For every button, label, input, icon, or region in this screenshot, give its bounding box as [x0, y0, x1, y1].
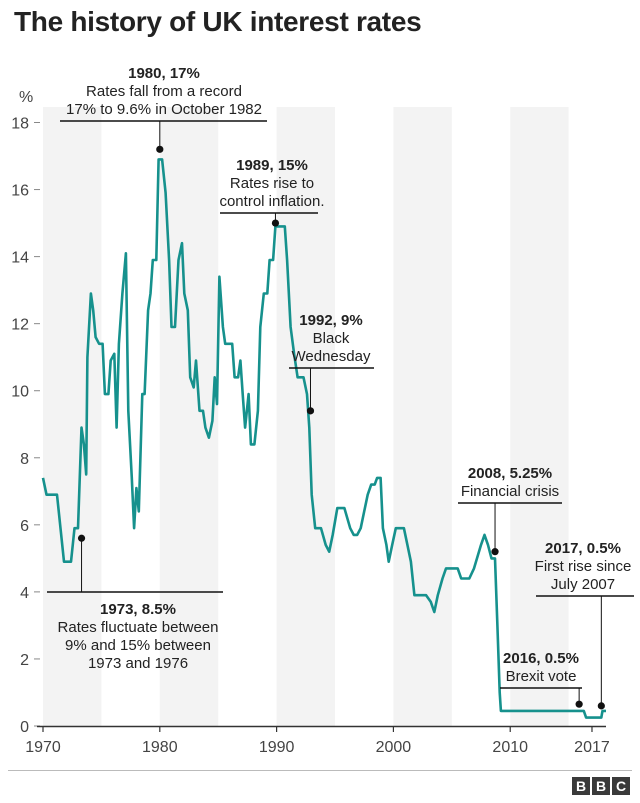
y-tick-label: 14	[11, 250, 29, 267]
annotation-text: Brexit vote	[506, 668, 577, 685]
x-tick-label: 1990	[259, 739, 295, 756]
y-tick-label: 16	[11, 183, 29, 200]
shaded-band	[510, 107, 569, 726]
shaded-band	[276, 107, 336, 726]
shaded-decade-bands	[43, 107, 569, 726]
chart-title: The history of UK interest rates	[14, 6, 422, 37]
annotation-dot	[575, 700, 583, 708]
annotation-text: Wednesday	[292, 348, 371, 365]
annotation-dot	[597, 702, 605, 710]
y-tick-label: 10	[11, 384, 29, 401]
annotation-text: First rise since	[535, 558, 632, 575]
annotation-text: 1973 and 1976	[88, 655, 188, 672]
y-tick-label: 18	[11, 116, 29, 133]
annotation-dot	[306, 407, 315, 415]
y-tick-label: 4	[20, 585, 29, 602]
line-chart: 0 2 4 6 8 10 12 14 16 18 % 1970 1980 1990 2000 2010 20…	[11, 65, 634, 756]
footer-divider	[8, 770, 632, 771]
x-tick-label: 1980	[142, 739, 178, 756]
x-tick-label: 2000	[376, 739, 412, 756]
annotation-text: July 2007	[551, 576, 615, 593]
bbc-logo-letter: B	[592, 777, 610, 795]
annotation-text: Rates rise to	[230, 175, 314, 192]
x-axis: 1970 1980 1990 2000 2010 2017	[25, 725, 610, 756]
annotation-heading: 1973, 8.5%	[100, 601, 176, 618]
annotation-text: control inflation.	[219, 193, 324, 210]
annotation-text: Financial crisis	[461, 483, 559, 500]
annotation-text: Rates fall from a record	[86, 83, 242, 100]
annotation-heading: 2017, 0.5%	[545, 540, 621, 557]
y-axis-unit-label: %	[19, 89, 33, 106]
annotation-dot	[77, 534, 86, 542]
annotation-dot	[156, 145, 164, 153]
bbc-logo-letter: B	[572, 777, 590, 795]
y-tick-label: 0	[20, 719, 29, 736]
annotation-heading: 2016, 0.5%	[503, 650, 579, 667]
annotation-text: Rates fluctuate between	[58, 619, 219, 636]
y-tick-label: 8	[20, 451, 29, 468]
annotation-heading: 1989, 15%	[236, 157, 308, 174]
annotation-text: Black	[313, 330, 350, 347]
bbc-logo-letter: C	[612, 777, 630, 795]
shaded-band	[159, 107, 219, 726]
y-tick-label: 2	[20, 652, 29, 669]
shaded-band	[43, 107, 102, 726]
annotation-text: 17% to 9.6% in October 1982	[66, 101, 262, 118]
y-tick-label: 6	[20, 518, 29, 535]
interest-rate-line	[41, 158, 606, 719]
annotation-text: 9% and 15% between	[65, 637, 211, 654]
x-tick-label: 2017	[574, 739, 610, 756]
y-tick-label: 12	[11, 317, 29, 334]
annotation-dot	[271, 219, 280, 227]
annotation-heading: 2008, 5.25%	[468, 465, 552, 482]
bbc-logo: B B C	[572, 777, 630, 795]
annotation-heading: 1980, 17%	[128, 65, 200, 82]
x-tick-label: 2010	[492, 739, 528, 756]
annotation-dot	[491, 548, 499, 556]
y-axis: 0 2 4 6 8 10 12 14 16 18	[11, 116, 40, 736]
annotation-heading: 1992, 9%	[299, 312, 362, 329]
x-tick-label: 1970	[25, 739, 61, 756]
annotation-a2016: 2016, 0.5%Brexit vote	[500, 650, 583, 708]
annotation-a2008: 2008, 5.25%Financial crisis	[458, 465, 562, 556]
shaded-band	[393, 107, 452, 726]
